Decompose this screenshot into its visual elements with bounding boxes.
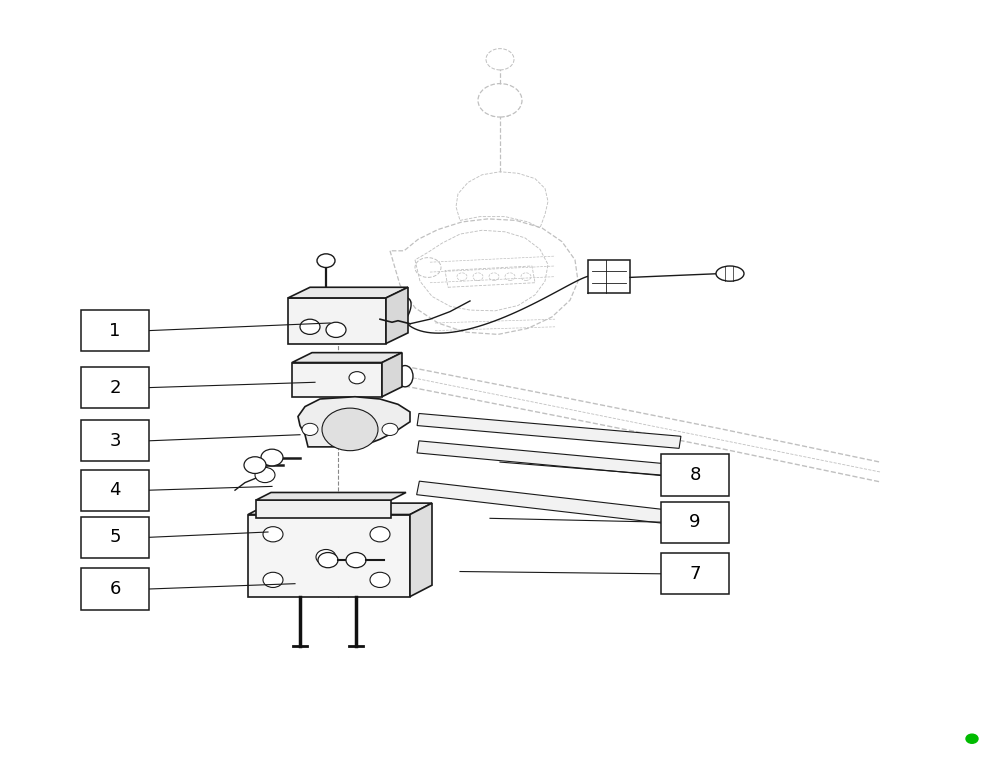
Text: 2: 2 xyxy=(109,378,121,397)
Circle shape xyxy=(255,467,275,483)
Polygon shape xyxy=(417,481,681,525)
Text: 1: 1 xyxy=(109,321,121,340)
Circle shape xyxy=(382,423,398,435)
Polygon shape xyxy=(256,500,391,518)
Circle shape xyxy=(349,372,365,384)
Polygon shape xyxy=(298,397,410,447)
Text: 5: 5 xyxy=(109,528,121,546)
Circle shape xyxy=(326,322,346,337)
Circle shape xyxy=(316,549,336,565)
Polygon shape xyxy=(386,287,408,344)
Circle shape xyxy=(322,408,378,451)
Text: 7: 7 xyxy=(689,565,701,583)
Polygon shape xyxy=(248,503,432,515)
FancyBboxPatch shape xyxy=(588,260,630,293)
Circle shape xyxy=(370,527,390,542)
FancyBboxPatch shape xyxy=(81,420,149,461)
Polygon shape xyxy=(288,298,386,344)
Circle shape xyxy=(966,734,978,743)
FancyBboxPatch shape xyxy=(661,454,729,496)
Text: 8: 8 xyxy=(689,466,701,484)
Polygon shape xyxy=(410,503,432,597)
Circle shape xyxy=(261,449,283,466)
FancyBboxPatch shape xyxy=(81,568,149,610)
Circle shape xyxy=(263,572,283,587)
Polygon shape xyxy=(256,492,406,500)
FancyBboxPatch shape xyxy=(81,367,149,408)
FancyBboxPatch shape xyxy=(81,310,149,351)
Ellipse shape xyxy=(716,266,744,281)
Circle shape xyxy=(486,49,514,70)
Polygon shape xyxy=(288,287,408,298)
Circle shape xyxy=(318,553,338,568)
FancyBboxPatch shape xyxy=(661,502,729,543)
Circle shape xyxy=(300,319,320,334)
Circle shape xyxy=(370,572,390,587)
Polygon shape xyxy=(382,353,402,397)
Circle shape xyxy=(317,254,335,268)
Polygon shape xyxy=(417,441,681,477)
Circle shape xyxy=(244,457,266,473)
Circle shape xyxy=(478,84,522,117)
FancyBboxPatch shape xyxy=(81,517,149,558)
Ellipse shape xyxy=(397,366,413,387)
Polygon shape xyxy=(248,515,410,597)
Polygon shape xyxy=(292,363,382,397)
Polygon shape xyxy=(417,413,681,448)
Circle shape xyxy=(346,553,366,568)
Polygon shape xyxy=(292,353,402,363)
FancyBboxPatch shape xyxy=(661,553,729,594)
Circle shape xyxy=(263,527,283,542)
Circle shape xyxy=(302,423,318,435)
Text: 4: 4 xyxy=(109,481,121,499)
FancyBboxPatch shape xyxy=(81,470,149,511)
Text: 9: 9 xyxy=(689,513,701,531)
Text: 3: 3 xyxy=(109,432,121,450)
Text: 6: 6 xyxy=(109,580,121,598)
